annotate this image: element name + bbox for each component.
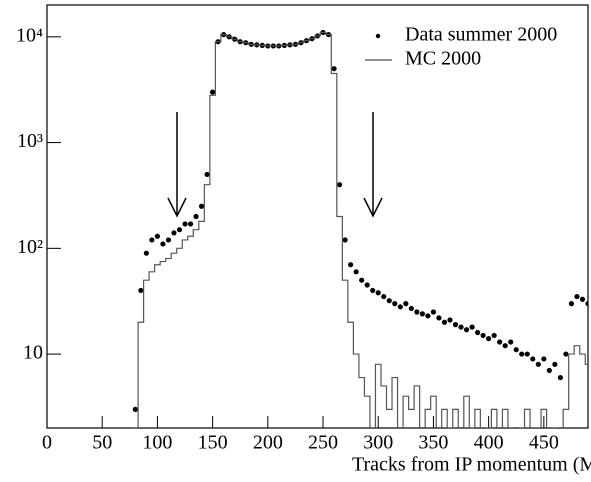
plot-area — [132, 29, 588, 428]
data-point — [138, 287, 144, 294]
data-point — [546, 367, 552, 374]
plot-frame — [46, 4, 589, 429]
data-point — [535, 361, 541, 367]
data-point — [469, 324, 475, 330]
data-point — [132, 406, 138, 412]
data-point — [160, 241, 166, 247]
data-point — [336, 182, 343, 188]
data-point — [353, 269, 359, 275]
x-tick-label: 350 — [418, 432, 448, 454]
data-point — [430, 309, 437, 315]
data-point — [563, 351, 569, 357]
x-tick-label: 400 — [474, 432, 504, 454]
data-point — [486, 336, 492, 342]
data-point — [419, 311, 425, 317]
data-point — [458, 324, 464, 330]
y-tick-label: 10³ — [17, 130, 43, 152]
data-point — [552, 361, 558, 367]
x-tick-label: 300 — [363, 432, 393, 454]
data-point — [502, 343, 508, 349]
data-point — [452, 322, 459, 328]
data-point — [204, 171, 210, 178]
legend-label: Data summer 2000 — [405, 24, 557, 46]
data-point — [585, 301, 588, 307]
x-tick-label: 150 — [198, 432, 228, 454]
data-point — [579, 296, 586, 302]
data-point — [342, 237, 348, 243]
x-tick-label: 50 — [92, 432, 112, 454]
data-point — [359, 277, 365, 283]
data-point — [574, 293, 580, 300]
x-tick-label: 200 — [253, 432, 283, 454]
legend-label: MC 2000 — [405, 48, 481, 70]
mc-histogram — [132, 31, 588, 428]
data-point — [149, 237, 155, 243]
data-point — [370, 287, 376, 294]
data-point — [364, 282, 370, 288]
data-point — [176, 227, 183, 233]
data-point — [497, 339, 503, 345]
data-point — [193, 213, 199, 220]
x-tick-label: 450 — [529, 432, 559, 454]
data-point — [403, 301, 409, 307]
data-point — [491, 332, 497, 339]
data-point — [143, 250, 149, 256]
x-axis-label: Tracks from IP momentum (MeV/c) — [352, 454, 591, 476]
data-point — [198, 203, 205, 209]
data-point — [386, 298, 392, 304]
data-point — [414, 309, 420, 315]
data-point — [425, 313, 431, 319]
data-point — [331, 66, 337, 72]
data-point — [210, 89, 216, 95]
x-tick-label: 0 — [42, 432, 52, 454]
data-point — [154, 233, 161, 239]
data-point — [524, 351, 530, 357]
data-point — [375, 290, 381, 296]
data-point — [463, 327, 470, 333]
data-point — [474, 329, 481, 336]
data-point — [480, 332, 486, 339]
data-point — [392, 301, 398, 307]
data-point — [397, 304, 403, 310]
data-point — [436, 315, 442, 321]
x-tick-label: 250 — [308, 432, 338, 454]
y-tick-label: 10 — [23, 342, 43, 364]
data-point — [182, 221, 188, 227]
x-tick-label: 100 — [142, 432, 172, 454]
data-point — [530, 356, 536, 362]
data-point — [447, 317, 453, 323]
y-tick-label: 10² — [17, 236, 43, 258]
data-point — [187, 221, 194, 227]
data-point — [519, 351, 525, 357]
data-point — [171, 230, 177, 236]
data-point — [408, 305, 414, 312]
data-point — [348, 262, 354, 268]
arrow — [167, 112, 383, 218]
data-point — [508, 339, 514, 345]
legend-marker — [375, 33, 381, 39]
data-point — [557, 374, 563, 381]
data-point — [381, 293, 387, 300]
data-point — [165, 237, 172, 243]
data-point — [568, 301, 575, 307]
data-point — [441, 319, 448, 325]
data-point — [513, 347, 519, 353]
y-tick-label: 10⁴ — [16, 24, 43, 46]
data-point — [541, 356, 547, 362]
